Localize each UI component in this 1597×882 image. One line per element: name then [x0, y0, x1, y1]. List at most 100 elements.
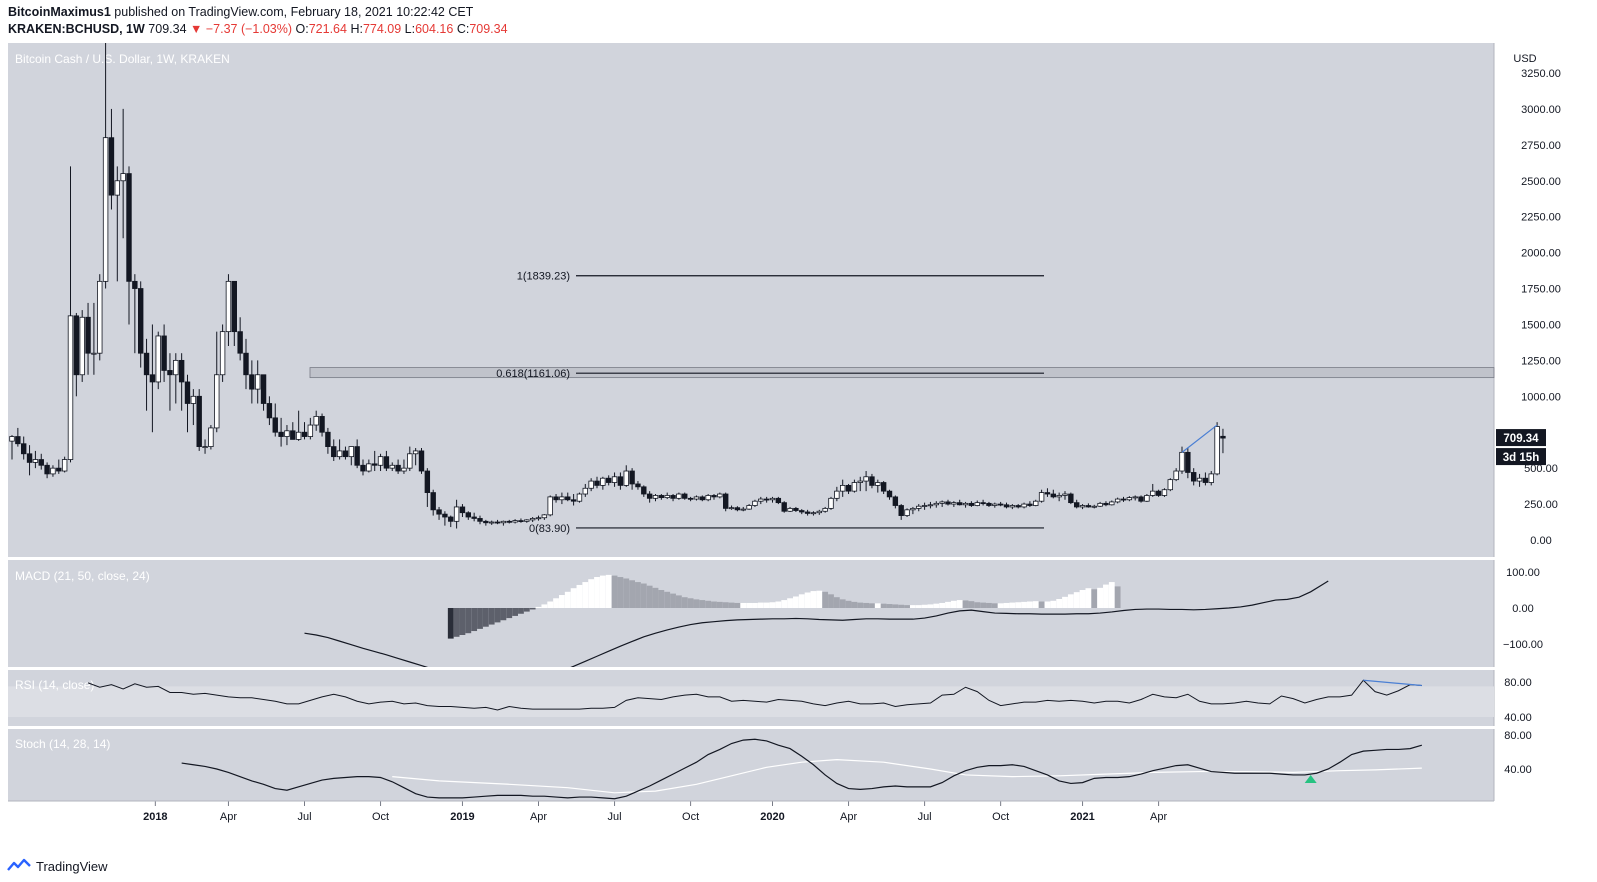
footer-brand[interactable]: TradingView	[6, 858, 108, 874]
candle-body	[646, 493, 653, 499]
candle-body	[196, 395, 202, 447]
macd-histogram-bar	[956, 600, 963, 608]
pane-background-st	[8, 729, 1494, 801]
macd-histogram-bar	[664, 591, 671, 608]
candle-body	[582, 487, 588, 495]
chart-title: Bitcoin Cash / U.S. Dollar, 1W, KRAKEN	[15, 52, 230, 66]
price-tick-label: 1500.00	[1521, 319, 1561, 331]
macd-histogram-bar	[576, 584, 583, 608]
macd-histogram-bar	[500, 608, 507, 621]
candle-body	[664, 495, 670, 499]
macd-histogram-bar	[1038, 601, 1045, 608]
candle-body	[249, 374, 255, 390]
macd-histogram-bar	[763, 602, 770, 608]
stoch-title: Stoch (14, 28, 14)	[15, 737, 110, 751]
candle-body	[1079, 505, 1086, 508]
candle-body	[307, 424, 314, 437]
candle-body	[957, 502, 963, 506]
candle-body	[840, 484, 846, 492]
macd-tick-label: −100.00	[1503, 639, 1543, 651]
macd-histogram-bar	[477, 608, 483, 629]
candle-body	[102, 137, 109, 282]
candle-body	[483, 520, 489, 524]
stoch-tick-label: 40.00	[1504, 764, 1532, 776]
macd-histogram-bar	[1073, 592, 1080, 608]
price-tick-label: 1000.00	[1521, 391, 1561, 403]
macd-tick-label: 0.00	[1512, 603, 1533, 615]
macd-histogram-bar	[1056, 599, 1063, 608]
change-label: ▼ −7.37 (−1.03%)	[190, 22, 293, 36]
macd-histogram-bar	[722, 602, 729, 608]
macd-histogram-bar	[617, 577, 624, 608]
price-axis-strip	[1494, 43, 1597, 801]
macd-histogram-bar	[833, 597, 840, 608]
candle-body	[1085, 505, 1092, 508]
candle-body	[863, 476, 869, 482]
candle-body	[693, 496, 700, 500]
candle-body	[921, 505, 928, 507]
candle-body	[377, 456, 384, 466]
candle-body	[143, 352, 150, 376]
price-tick-label: 3000.00	[1521, 104, 1561, 116]
candle-body	[401, 467, 407, 472]
candle-body	[500, 520, 507, 524]
macd-histogram-bar	[798, 594, 805, 608]
candle-body	[1114, 498, 1121, 503]
candle-body	[1196, 477, 1203, 482]
candle-body	[190, 395, 197, 404]
macd-histogram-bar	[1009, 602, 1016, 608]
candle-body	[611, 476, 618, 483]
candle-body	[1208, 473, 1214, 483]
candle-body	[260, 374, 267, 404]
candle-body	[395, 464, 401, 472]
candle-body	[769, 497, 776, 501]
last-price-value: 709.34	[1503, 433, 1539, 445]
candle-body	[32, 459, 39, 463]
candle-body	[266, 403, 273, 419]
macd-histogram-bar	[559, 595, 565, 608]
macd-histogram-bar	[459, 608, 466, 635]
candle-body	[658, 495, 665, 499]
x-tick-label: Oct	[682, 811, 699, 823]
macd-histogram-bar	[810, 591, 817, 608]
price-tick-label: 3250.00	[1521, 68, 1561, 80]
candle-body	[488, 521, 495, 524]
macd-histogram-bar	[874, 603, 881, 608]
macd-histogram-bar	[845, 600, 852, 608]
macd-histogram-bar	[986, 602, 992, 608]
author-name[interactable]: BitcoinMaximus1	[8, 5, 111, 19]
macd-title: MACD (21, 50, close, 24)	[15, 569, 150, 583]
open-value: 721.64	[308, 22, 347, 36]
candle-body	[231, 280, 237, 333]
macd-histogram-bar	[997, 603, 1004, 608]
candle-body	[974, 502, 980, 506]
candle-body	[9, 436, 15, 442]
candle-body	[892, 496, 899, 506]
candle-body	[629, 470, 635, 485]
candle-body	[518, 520, 524, 523]
macd-histogram-bar	[757, 602, 764, 608]
candle-body	[1202, 477, 1209, 483]
price-divergence-line	[1181, 424, 1218, 453]
x-tick-label: Apr	[220, 811, 237, 823]
macd-histogram-bar	[939, 602, 946, 608]
x-tick-label: 2021	[1070, 811, 1094, 823]
macd-histogram-bar	[945, 601, 951, 608]
stoch-buy-signal-arrow	[1304, 775, 1317, 783]
candle-body	[904, 509, 910, 516]
candle-body	[869, 476, 875, 486]
candle-body	[834, 490, 840, 499]
candle-body	[875, 482, 881, 486]
macd-histogram-bar	[1015, 602, 1022, 608]
fib-level-label: 0(83.90)	[529, 523, 570, 535]
candle-body	[606, 477, 612, 483]
price-tick-label: 250.00	[1524, 499, 1558, 511]
macd-histogram-bar	[1085, 588, 1092, 608]
candle-body	[149, 374, 156, 383]
candle-body	[793, 507, 799, 511]
symbol-label: KRAKEN:BCHUSD, 1W	[8, 22, 145, 36]
low-label: L:	[404, 22, 416, 36]
candle-body	[1132, 496, 1138, 499]
candle-body	[85, 316, 91, 354]
